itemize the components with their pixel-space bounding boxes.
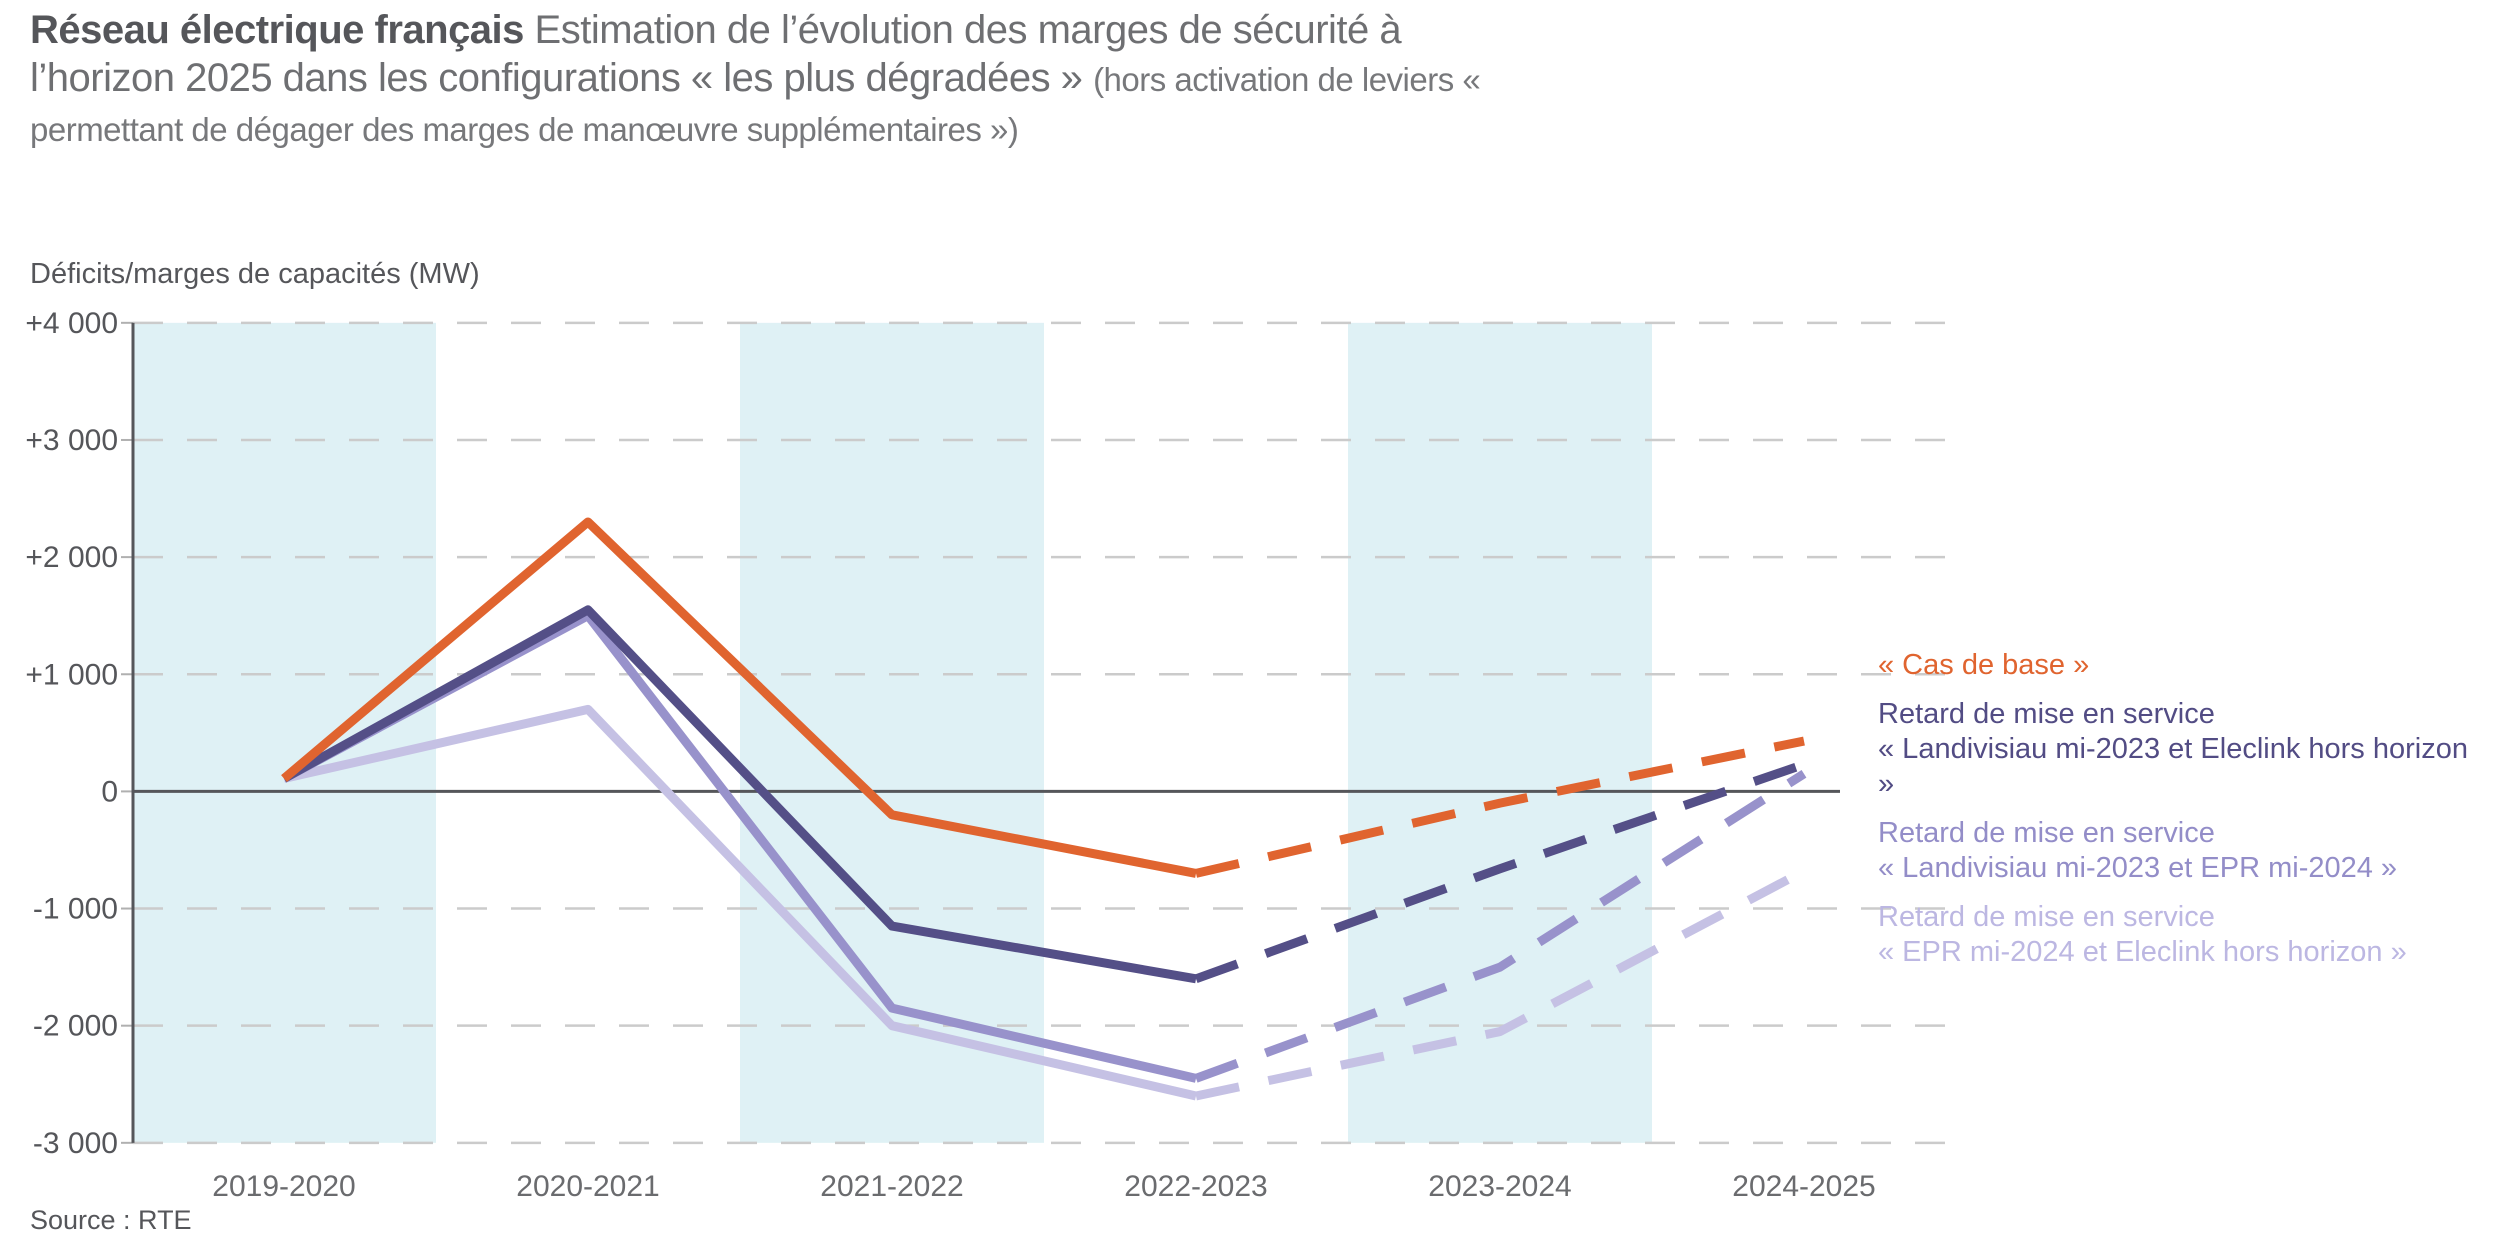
series-line-solid <box>281 605 1197 984</box>
legend-entry-line: Retard de mise en service <box>1878 901 2215 933</box>
y-tick-label: +4 000 <box>25 307 118 340</box>
title-regular-part: Estimation de l’évolution des marges de … <box>30 8 1402 100</box>
legend-entry-line: Retard de mise en service <box>1878 817 2215 849</box>
y-tick-label: +3 000 <box>25 424 118 457</box>
y-axis-title: Déficits/marges de capacités (MW) <box>30 258 480 290</box>
legend-entry-line: « Landivisiau mi-2023 et Eleclink hors h… <box>1878 733 2468 800</box>
legend-entry: Retard de mise en service « Landivisiau m… <box>1878 697 2488 802</box>
series-line-solid <box>283 704 1198 1101</box>
x-axis-label: 2019-2020 <box>212 1170 355 1203</box>
x-axis-label: 2023-2024 <box>1428 1170 1571 1203</box>
highlight-band <box>1348 322 1652 1143</box>
source-note: Source : RTE <box>30 1205 192 1235</box>
legend-entry-line: Retard de mise en service <box>1878 698 2215 730</box>
x-axis-label: 2020-2021 <box>516 1170 659 1203</box>
y-tick-label: +1 000 <box>25 658 118 691</box>
legend-entry-line: « Landivisiau mi-2023 et EPR mi-2024 » <box>1878 852 2398 884</box>
highlight-band <box>132 322 436 1143</box>
title-bold-part: Réseau électrique français <box>30 8 524 52</box>
series-line-dashed <box>1194 736 1805 878</box>
title-parenthetical-part: (hors activation de leviers « permettant… <box>30 61 1481 148</box>
x-axis-label: 2024-2025 <box>1732 1170 1875 1203</box>
y-tick-label: -1 000 <box>33 893 118 926</box>
legend-entry-line: « EPR mi-2024 et Eleclink hors horizon » <box>1878 936 2407 968</box>
legend-entry: Retard de mise en service « EPR mi-2024 e… <box>1878 900 2488 970</box>
y-tick-label: +2 000 <box>25 541 118 574</box>
y-tick-label: 0 <box>101 775 118 808</box>
y-tick-label: -2 000 <box>33 1010 118 1043</box>
legend-entry: Retard de mise en service « Landivisiau m… <box>1878 816 2488 886</box>
series-line-solid <box>281 517 1197 878</box>
page-title: Réseau électrique français Estimation de… <box>30 6 1510 154</box>
series-line-dashed <box>1194 760 1806 984</box>
series-line-dashed <box>1195 867 1807 1101</box>
x-axis-label: 2022-2023 <box>1124 1170 1267 1203</box>
chart-legend: « Cas de base » Retard de mise en service… <box>1878 648 2488 984</box>
series-line-dashed <box>1194 770 1807 1083</box>
y-tick-label: -3 000 <box>33 1127 118 1160</box>
legend-entry-line: « Cas de base » <box>1878 649 2090 681</box>
x-axis-label: 2021-2022 <box>820 1170 963 1203</box>
legend-entry: « Cas de base » <box>1878 648 2488 683</box>
